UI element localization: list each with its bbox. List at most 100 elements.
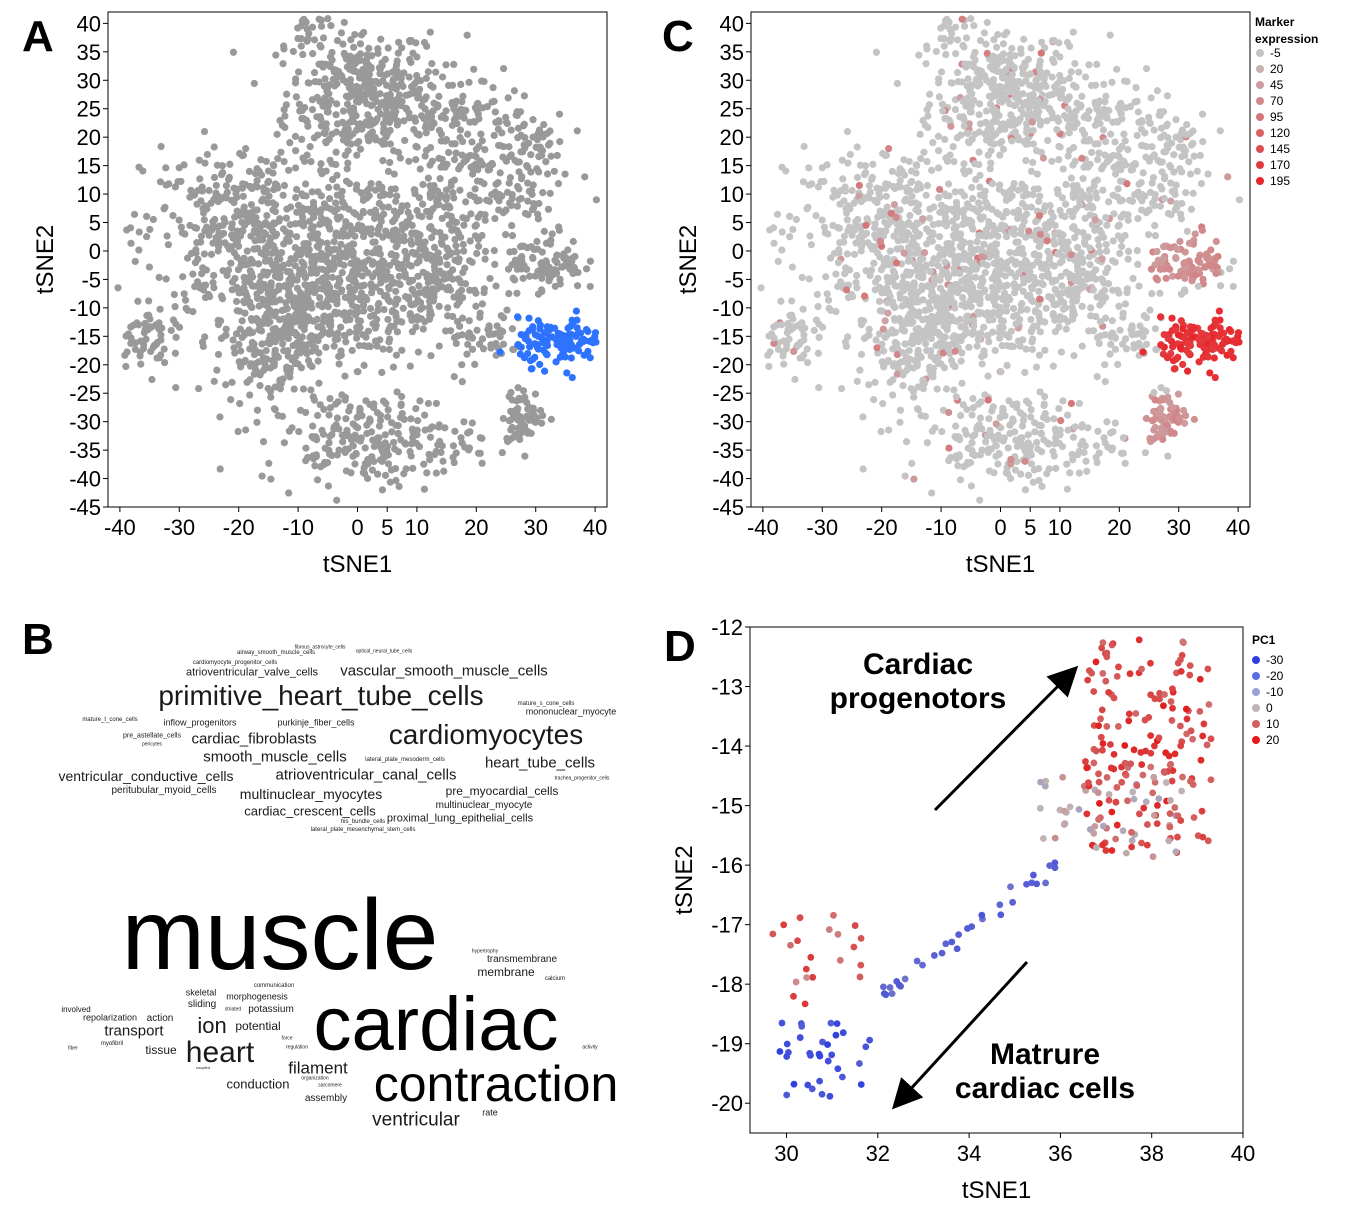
point-highlight bbox=[579, 335, 588, 343]
point bbox=[309, 202, 318, 210]
point bbox=[1048, 37, 1057, 45]
point bbox=[805, 164, 813, 172]
point bbox=[445, 148, 453, 157]
point bbox=[255, 302, 263, 310]
point bbox=[937, 360, 945, 368]
point bbox=[490, 246, 498, 255]
point bbox=[842, 286, 851, 294]
point bbox=[980, 323, 988, 331]
point bbox=[271, 201, 280, 209]
point bbox=[384, 315, 392, 324]
point bbox=[1072, 297, 1081, 305]
point bbox=[958, 253, 966, 261]
point bbox=[467, 210, 475, 218]
point bbox=[457, 80, 465, 89]
point bbox=[350, 43, 358, 51]
point bbox=[406, 447, 414, 456]
point bbox=[495, 197, 503, 205]
point bbox=[1041, 346, 1049, 354]
point bbox=[1096, 301, 1104, 309]
point bbox=[464, 333, 473, 341]
point bbox=[850, 250, 859, 258]
point bbox=[381, 431, 389, 439]
point bbox=[427, 123, 435, 132]
point bbox=[987, 159, 995, 167]
point bbox=[553, 151, 561, 160]
point bbox=[273, 255, 281, 263]
point bbox=[993, 209, 1001, 217]
point bbox=[941, 258, 949, 266]
point bbox=[475, 242, 483, 250]
point bbox=[426, 193, 435, 202]
point bbox=[210, 377, 218, 385]
point bbox=[271, 338, 279, 346]
x-axis-label: tSNE1 bbox=[966, 551, 1035, 578]
point bbox=[553, 252, 561, 260]
point bbox=[280, 439, 288, 447]
point bbox=[1085, 327, 1093, 335]
point bbox=[1085, 61, 1093, 69]
point bbox=[219, 267, 227, 275]
point bbox=[277, 148, 285, 156]
point bbox=[503, 434, 511, 443]
point bbox=[976, 36, 985, 45]
point bbox=[510, 87, 519, 95]
point bbox=[555, 226, 563, 234]
point bbox=[157, 331, 165, 339]
point bbox=[857, 321, 866, 329]
point bbox=[192, 249, 200, 257]
point bbox=[476, 434, 484, 442]
point bbox=[326, 195, 334, 203]
point bbox=[1015, 91, 1023, 99]
point bbox=[388, 250, 396, 258]
point bbox=[1085, 253, 1094, 261]
point bbox=[496, 333, 504, 341]
point bbox=[872, 336, 880, 344]
point bbox=[893, 79, 901, 88]
point bbox=[304, 341, 312, 349]
point bbox=[509, 433, 517, 442]
point bbox=[237, 256, 246, 265]
point bbox=[1093, 373, 1101, 381]
point bbox=[205, 231, 213, 239]
point bbox=[409, 49, 417, 57]
point bbox=[356, 84, 364, 92]
point bbox=[919, 377, 927, 386]
point bbox=[916, 130, 924, 138]
point bbox=[1008, 137, 1016, 145]
point bbox=[364, 327, 373, 335]
point bbox=[359, 331, 367, 339]
point bbox=[394, 448, 403, 456]
y-tick-label: -20 bbox=[712, 353, 744, 378]
point bbox=[944, 273, 953, 281]
point bbox=[301, 180, 310, 188]
point bbox=[899, 382, 907, 390]
point bbox=[504, 94, 512, 102]
point bbox=[837, 384, 846, 393]
point bbox=[320, 200, 329, 208]
point bbox=[453, 301, 461, 309]
point bbox=[381, 471, 390, 479]
point bbox=[399, 304, 407, 312]
point bbox=[398, 202, 406, 210]
point bbox=[498, 449, 506, 457]
point bbox=[521, 452, 529, 460]
point bbox=[436, 175, 444, 183]
point bbox=[1021, 457, 1029, 465]
point bbox=[1035, 243, 1043, 251]
point bbox=[477, 130, 485, 138]
point bbox=[853, 284, 861, 292]
point bbox=[236, 325, 244, 333]
point bbox=[370, 442, 378, 451]
point bbox=[947, 341, 955, 349]
point-highlight bbox=[572, 307, 580, 315]
point bbox=[207, 250, 216, 258]
point bbox=[458, 361, 466, 369]
point bbox=[1025, 92, 1034, 100]
point bbox=[1102, 240, 1110, 249]
panel-label-a: A bbox=[22, 12, 54, 61]
point bbox=[238, 218, 246, 226]
point bbox=[936, 276, 944, 284]
point bbox=[429, 118, 437, 126]
point bbox=[543, 129, 551, 138]
